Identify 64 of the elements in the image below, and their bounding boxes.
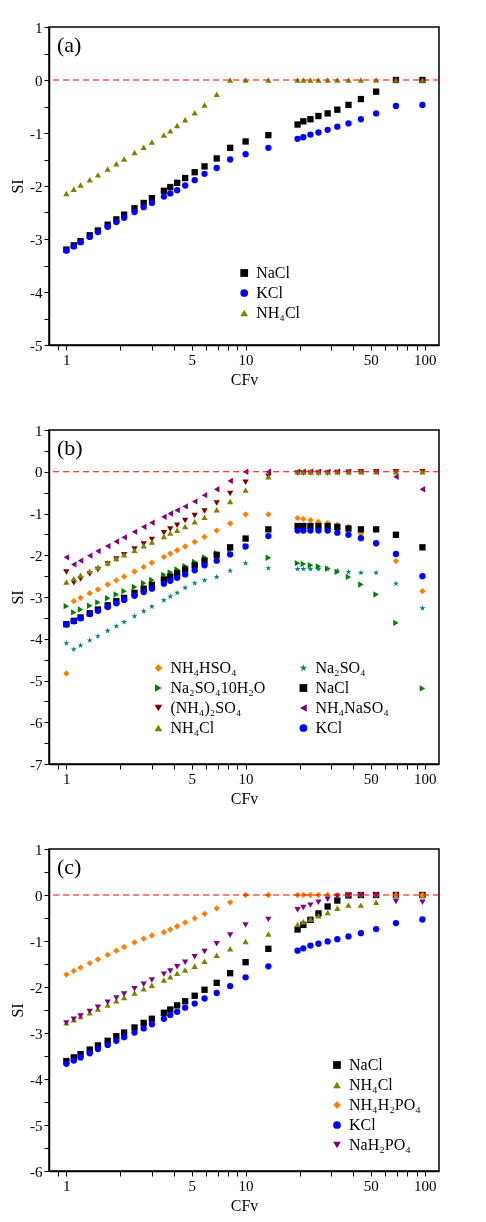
legend-label: Na₂SO₄ bbox=[315, 659, 367, 676]
y-tick-label: -1 bbox=[30, 933, 43, 950]
legend-label: NaCl bbox=[256, 264, 291, 281]
y-tick-label: -1 bbox=[30, 125, 43, 142]
legend-label: KCl bbox=[315, 719, 343, 736]
x-tick-label: 10 bbox=[238, 351, 254, 368]
x-tick-label: 1 bbox=[63, 1177, 71, 1194]
legend-label: NaCl bbox=[349, 1056, 384, 1073]
legend-label: (NH₄)₂SO₄ bbox=[170, 699, 242, 717]
y-tick-label: -1 bbox=[30, 506, 43, 522]
x-tick-label: 1 bbox=[63, 351, 71, 368]
annotation: (b) bbox=[57, 435, 83, 460]
legend-label: KCl bbox=[256, 284, 284, 301]
y-tick-label: -6 bbox=[30, 1163, 43, 1180]
x-axis-title: CFv bbox=[230, 370, 259, 388]
x-tick-label: 5 bbox=[188, 351, 196, 368]
legend-label: NaCl bbox=[315, 679, 350, 696]
legend-label: NaH₂PO₄ bbox=[349, 1136, 412, 1153]
x-tick-label: 100 bbox=[414, 351, 437, 368]
y-tick-label: -6 bbox=[30, 714, 43, 731]
x-tick-label: 5 bbox=[188, 770, 196, 787]
legend-label: NH₄HSO₄ bbox=[170, 659, 238, 676]
y-tick-label: -2 bbox=[30, 178, 43, 195]
y-tick-label: 1 bbox=[35, 19, 43, 36]
x-tick-label: 50 bbox=[363, 1177, 379, 1194]
y-axis-title: SI bbox=[9, 1003, 26, 1018]
x-tick-label: 100 bbox=[414, 770, 437, 787]
y-axis-title: SI bbox=[9, 590, 26, 605]
legend-label: NH₄NaSO₄ bbox=[315, 699, 390, 716]
y-tick-label: -3 bbox=[30, 231, 43, 248]
y-axis-title: SI bbox=[9, 179, 26, 194]
y-tick-label: -7 bbox=[30, 756, 43, 773]
x-tick-label: 100 bbox=[414, 1177, 437, 1194]
x-axis-title: CFv bbox=[230, 789, 259, 807]
annotation: (c) bbox=[57, 854, 82, 879]
y-tick-label: -2 bbox=[30, 979, 43, 996]
y-tick-label: -2 bbox=[30, 547, 43, 564]
y-tick-label: 1 bbox=[35, 841, 43, 858]
y-tick-label: -4 bbox=[30, 1071, 43, 1088]
y-tick-label: 1 bbox=[35, 422, 43, 439]
x-tick-label: 5 bbox=[188, 1177, 196, 1194]
x-tick-label: 10 bbox=[238, 770, 254, 787]
legend-label: NH₄Cl bbox=[349, 1076, 394, 1093]
legend-label: NH₄Cl bbox=[170, 719, 215, 736]
y-tick-label: -4 bbox=[30, 631, 43, 648]
x-tick-label: 10 bbox=[238, 1177, 254, 1194]
y-tick-label: -5 bbox=[30, 337, 43, 354]
x-axis-title: CFv bbox=[230, 1196, 259, 1214]
y-tick-label: 0 bbox=[35, 887, 43, 904]
y-tick-label: -4 bbox=[30, 284, 43, 301]
y-tick-label: -3 bbox=[30, 1025, 43, 1042]
x-tick-label: 50 bbox=[363, 351, 379, 368]
annotation: (a) bbox=[57, 32, 82, 57]
y-tick-label: -3 bbox=[30, 589, 43, 606]
x-tick-label: 50 bbox=[363, 770, 379, 787]
legend-label: NH₄Cl bbox=[256, 304, 301, 321]
x-tick-label: 1 bbox=[63, 770, 71, 787]
legend-label: NH₄H₂PO₄ bbox=[349, 1096, 422, 1113]
y-tick-label: 0 bbox=[35, 72, 43, 89]
y-tick-label: 0 bbox=[35, 464, 43, 481]
legend-label: KCl bbox=[349, 1116, 377, 1133]
y-tick-label: -5 bbox=[30, 1117, 43, 1134]
legend-label: Na₂SO₄10H₂O bbox=[170, 679, 266, 696]
y-tick-label: -5 bbox=[30, 673, 43, 689]
